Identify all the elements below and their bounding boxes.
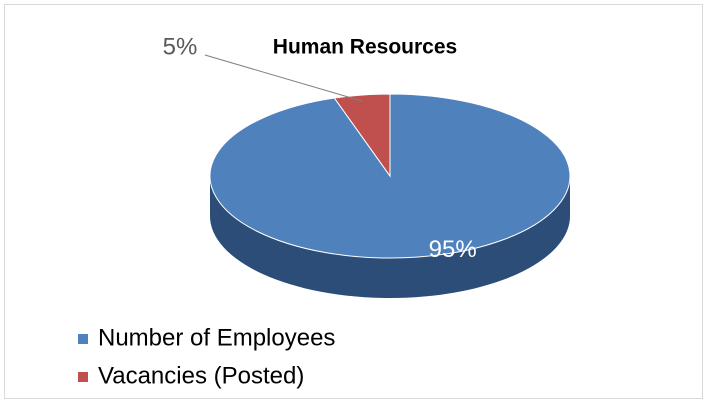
pie-side-shade [210, 176, 570, 298]
legend-swatch [78, 372, 88, 382]
chart-title: Human Resources [273, 36, 457, 59]
legend-swatch [78, 334, 88, 344]
pie-slice [333, 93, 391, 178]
legend-label: Vacancies (Posted) [98, 362, 304, 389]
data-label: 5% [163, 33, 198, 60]
legend-label: Number of Employees [98, 324, 335, 351]
leader-line [204, 54, 362, 102]
data-label: 95% [429, 236, 477, 263]
